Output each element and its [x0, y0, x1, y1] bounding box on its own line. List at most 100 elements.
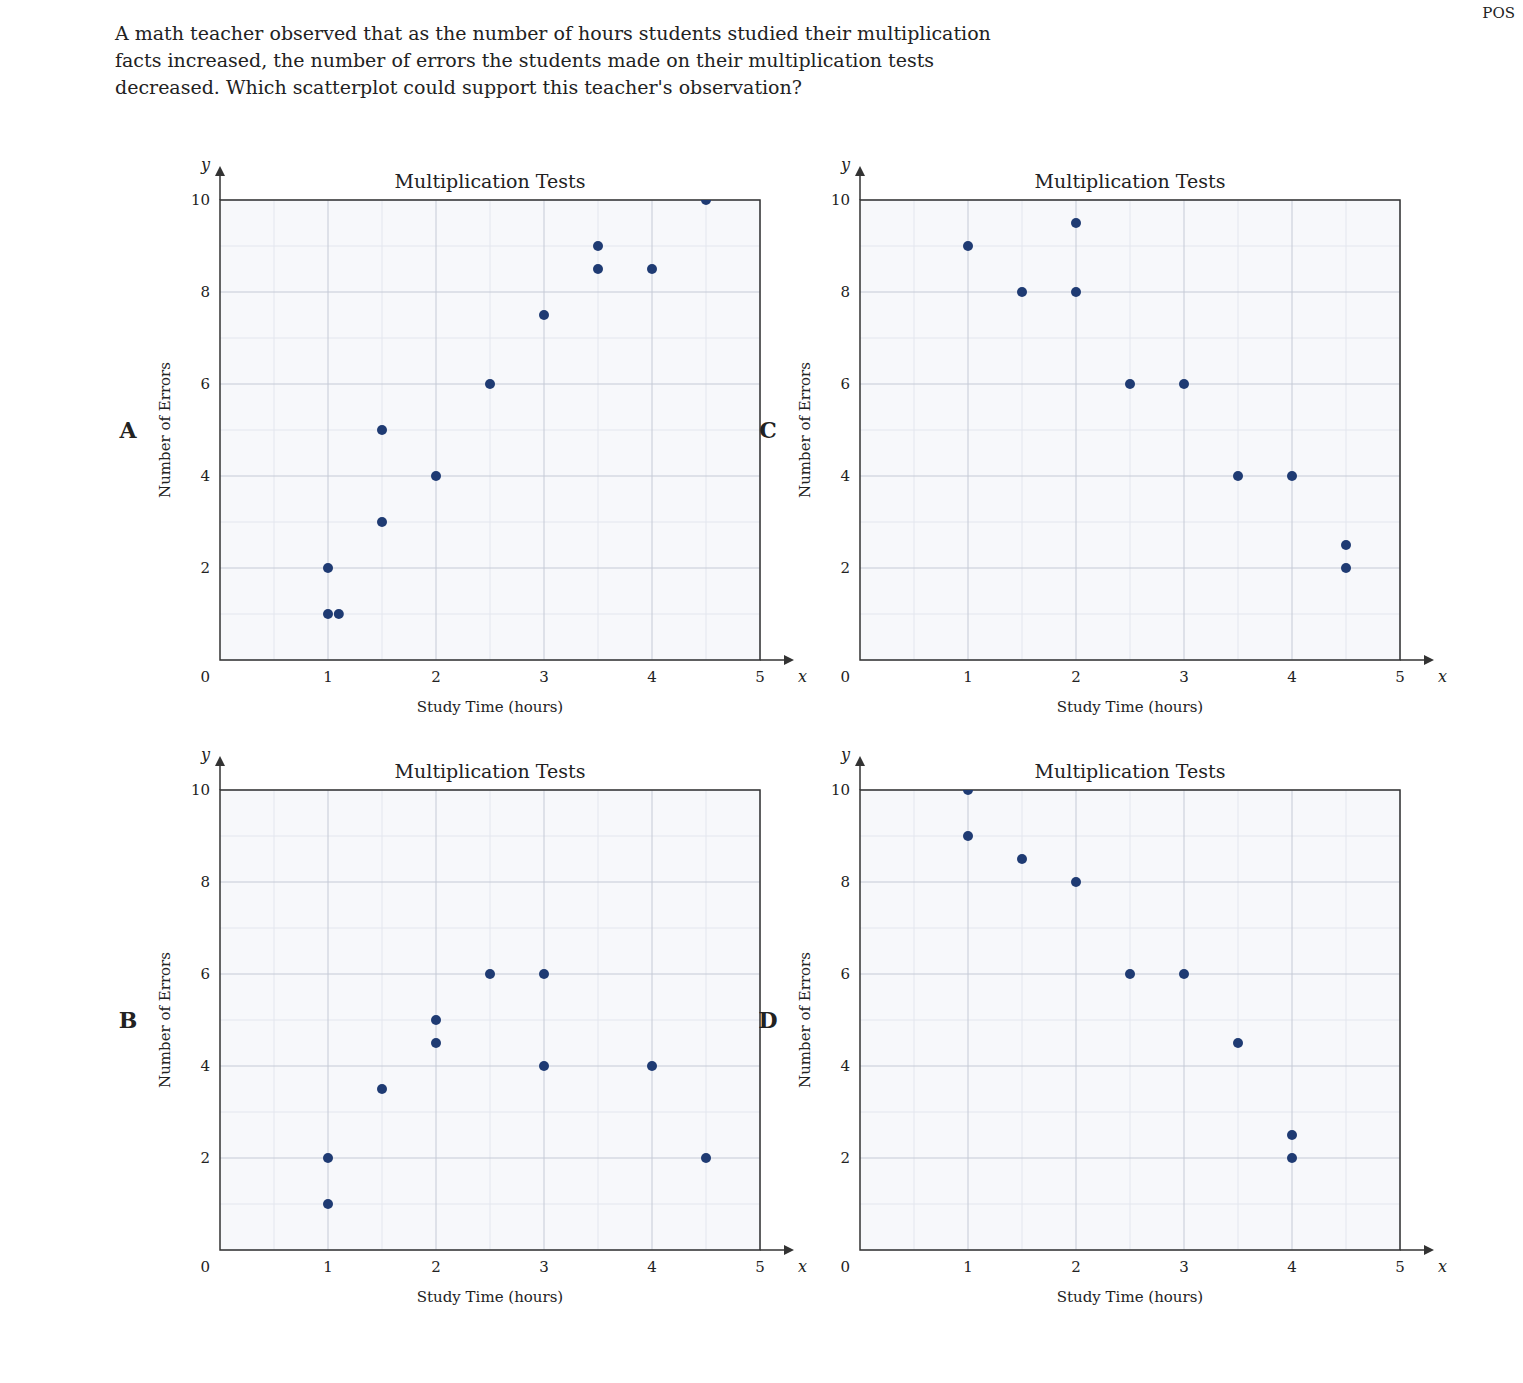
point: [1287, 1153, 1297, 1163]
grid-line: [860, 568, 1400, 569]
minor-grid-line: [860, 1204, 1400, 1205]
x-tick-label: 4: [647, 668, 657, 686]
x-tick-label: 3: [539, 1258, 549, 1276]
y-tick-label: 10: [191, 781, 210, 799]
question-line: A math teacher observed that as the numb…: [114, 22, 991, 44]
point: [593, 241, 603, 251]
point: [431, 471, 441, 481]
minor-grid-line: [860, 522, 1400, 523]
y-tick-label: 2: [840, 1149, 850, 1167]
grid-line: [220, 292, 760, 293]
y-tick-label: 4: [840, 467, 850, 485]
grid-line: [1076, 790, 1077, 1250]
y-axis-label: Number of Errors: [156, 362, 174, 498]
minor-grid-line: [860, 1112, 1400, 1113]
x-tick-label: 5: [1395, 668, 1405, 686]
x-tick-label: 3: [1179, 668, 1189, 686]
point: [539, 969, 549, 979]
plot-frame: [220, 200, 760, 660]
plot-frame: [220, 790, 760, 1250]
plot-background: [220, 200, 760, 660]
minor-grid-line: [860, 430, 1400, 431]
point: [485, 969, 495, 979]
grid-line: [220, 1066, 760, 1067]
point: [1341, 540, 1351, 550]
point: [1287, 1130, 1297, 1140]
y-tick-label: 4: [840, 1057, 850, 1075]
x-tick-label: 4: [1287, 668, 1297, 686]
grid-line: [860, 1066, 1400, 1067]
x-axis-label: Study Time (hours): [417, 698, 563, 716]
point: [1179, 379, 1189, 389]
corner-label: POS: [1482, 4, 1515, 22]
y-tick-label: 2: [840, 559, 850, 577]
chart-title: Multiplication Tests: [1035, 760, 1226, 782]
y-letter: y: [200, 745, 211, 764]
grid-line: [860, 1158, 1400, 1159]
x-tick-label: 2: [431, 1258, 441, 1276]
y-tick-label: 6: [200, 375, 210, 393]
x-arrow: [1400, 659, 1432, 661]
minor-grid-line: [220, 836, 760, 837]
point: [1125, 379, 1135, 389]
question-line: facts increased, the number of errors th…: [115, 49, 934, 71]
x-tick-label: 1: [323, 668, 333, 686]
plot-frame: [860, 790, 1400, 1250]
y-tick-label: 8: [840, 873, 850, 891]
y-axis-label: Number of Errors: [156, 952, 174, 1088]
x-tick-label: 1: [963, 668, 973, 686]
y-arrow: [859, 168, 861, 200]
x-tick-label: 5: [1395, 1258, 1405, 1276]
y-tick-label: 4: [200, 1057, 210, 1075]
y-tick-label: 4: [200, 467, 210, 485]
point: [1125, 969, 1135, 979]
grid-line: [652, 790, 653, 1250]
minor-grid-line: [860, 246, 1400, 247]
y-arrow: [219, 168, 221, 200]
minor-grid-line: [860, 928, 1400, 929]
chart-title: Multiplication Tests: [1035, 170, 1226, 192]
minor-grid-line: [220, 1112, 760, 1113]
x-tick-label: 4: [1287, 1258, 1297, 1276]
grid-line: [220, 882, 760, 883]
x-axis-label: Study Time (hours): [1057, 1288, 1203, 1306]
x-arrow: [760, 659, 792, 661]
point: [1233, 471, 1243, 481]
y-tick-label: 10: [191, 191, 210, 209]
y-arrow: [219, 758, 221, 790]
minor-grid-line: [860, 836, 1400, 837]
minor-grid-line: [860, 1020, 1400, 1021]
points: [963, 218, 1351, 573]
grid-line: [220, 476, 760, 477]
point: [701, 200, 711, 205]
minor-grid-line: [860, 338, 1400, 339]
point: [485, 379, 495, 389]
plot-background: [860, 200, 1400, 660]
grid-line: [1184, 200, 1185, 660]
grid-line: [1076, 200, 1077, 660]
point: [593, 264, 603, 274]
point: [431, 1038, 441, 1048]
y-tick-label: 0: [200, 1258, 210, 1276]
y-tick-label: 8: [200, 283, 210, 301]
grid-line: [1292, 790, 1293, 1250]
point: [1071, 218, 1081, 228]
point: [1287, 471, 1297, 481]
x-tick-label: 5: [755, 668, 765, 686]
x-arrow: [1400, 1249, 1432, 1251]
grid-line: [860, 476, 1400, 477]
page: A math teacher observed that as the numb…: [0, 0, 1523, 1383]
panel-label: A: [118, 417, 137, 443]
x-axis-label: Study Time (hours): [417, 1288, 563, 1306]
grid-line: [1184, 790, 1185, 1250]
plot-background: [220, 790, 760, 1250]
panel-label: C: [759, 417, 777, 443]
grid-line: [220, 1158, 760, 1159]
chart-title: Multiplication Tests: [395, 760, 586, 782]
point: [323, 609, 333, 619]
y-tick-label: 10: [831, 191, 850, 209]
minor-grid-line: [220, 246, 760, 247]
x-letter: x: [1438, 1257, 1447, 1276]
y-tick-label: 0: [840, 1258, 850, 1276]
point: [323, 1199, 333, 1209]
